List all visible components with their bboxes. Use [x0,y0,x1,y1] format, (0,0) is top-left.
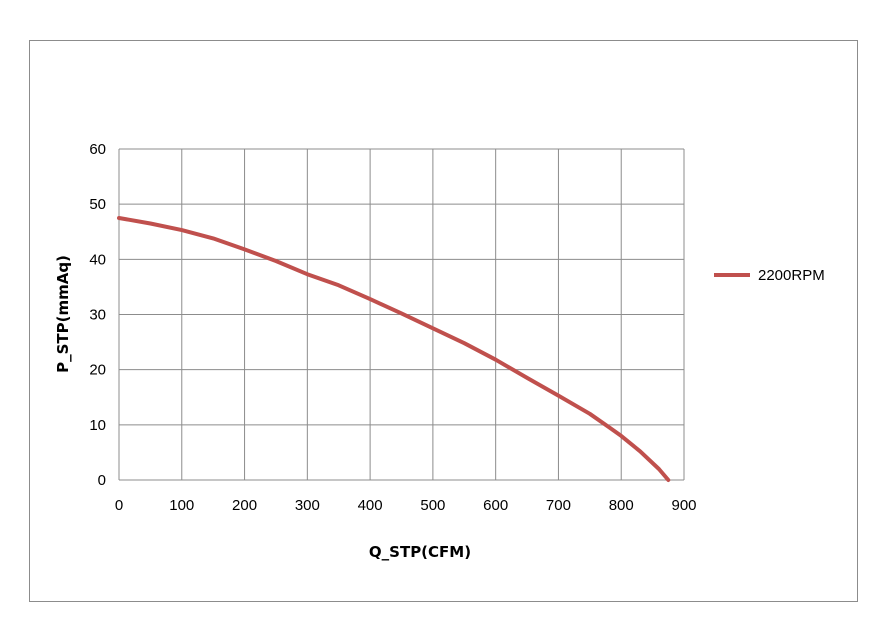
y-tick-labels: 0 10 20 30 40 50 60 [89,141,106,489]
x-tick-label: 600 [483,497,508,514]
y-tick-label: 50 [89,196,106,213]
x-tick-label: 800 [609,497,634,514]
x-tick-labels: 0 100 200 300 400 500 600 700 800 900 [115,497,697,514]
y-tick-label: 0 [98,472,106,489]
x-tick-label: 0 [115,497,123,514]
series-line-2200rpm [117,216,671,482]
chart-frame: 0 100 200 300 400 500 600 700 800 900 0 10 20 30 40 50… [29,40,858,602]
chart-svg: 0 100 200 300 400 500 600 700 800 900 0 10 20 30 40 50… [54,141,825,561]
y-tick-label: 60 [89,141,106,158]
y-tick-label: 30 [89,307,106,324]
x-axis-title: Q_STP(CFM) [369,543,471,561]
x-tick-label: 900 [671,497,696,514]
y-tick-label: 40 [89,251,106,268]
x-tick-label: 500 [420,497,445,514]
y-tick-label: 20 [89,362,106,379]
x-tick-label: 100 [169,497,194,514]
x-tick-label: 300 [295,497,320,514]
legend-label-2200rpm: 2200RPM [758,267,825,284]
y-tick-label: 10 [89,417,106,434]
series-layer [117,216,671,482]
y-axis-title: P_STP(mmAq) [54,255,72,373]
legend: 2200RPM [714,267,825,284]
x-tick-label: 700 [546,497,571,514]
x-tick-label: 200 [232,497,257,514]
x-tick-label: 400 [358,497,383,514]
